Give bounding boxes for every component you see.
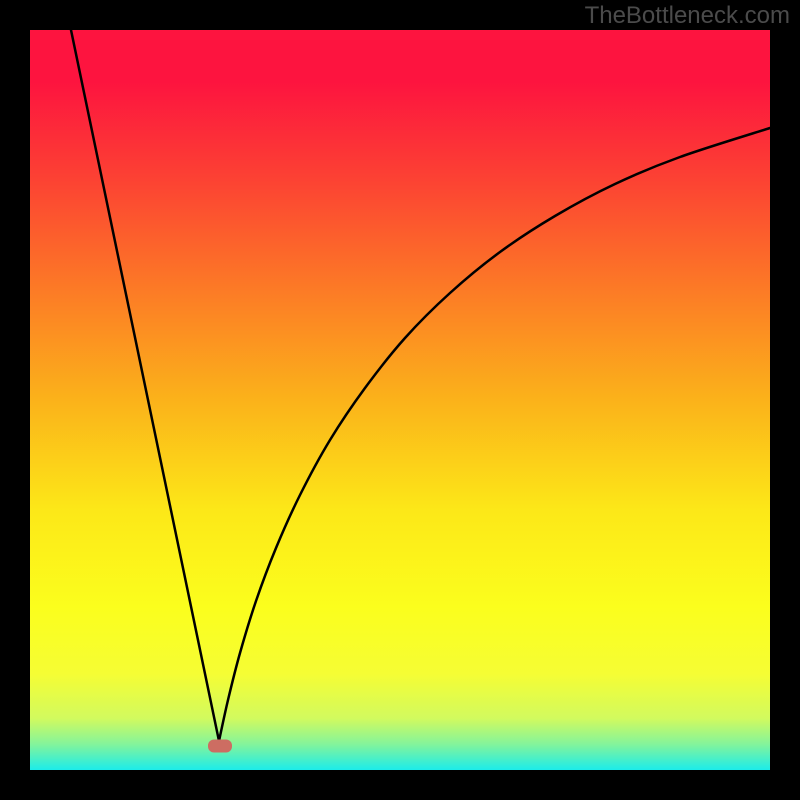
watermark-text: TheBottleneck.com [585, 2, 790, 30]
chart-container: TheBottleneck.com [0, 0, 800, 800]
optimum-marker [208, 740, 232, 753]
plot-area [30, 30, 770, 770]
bottleneck-chart [0, 0, 800, 800]
